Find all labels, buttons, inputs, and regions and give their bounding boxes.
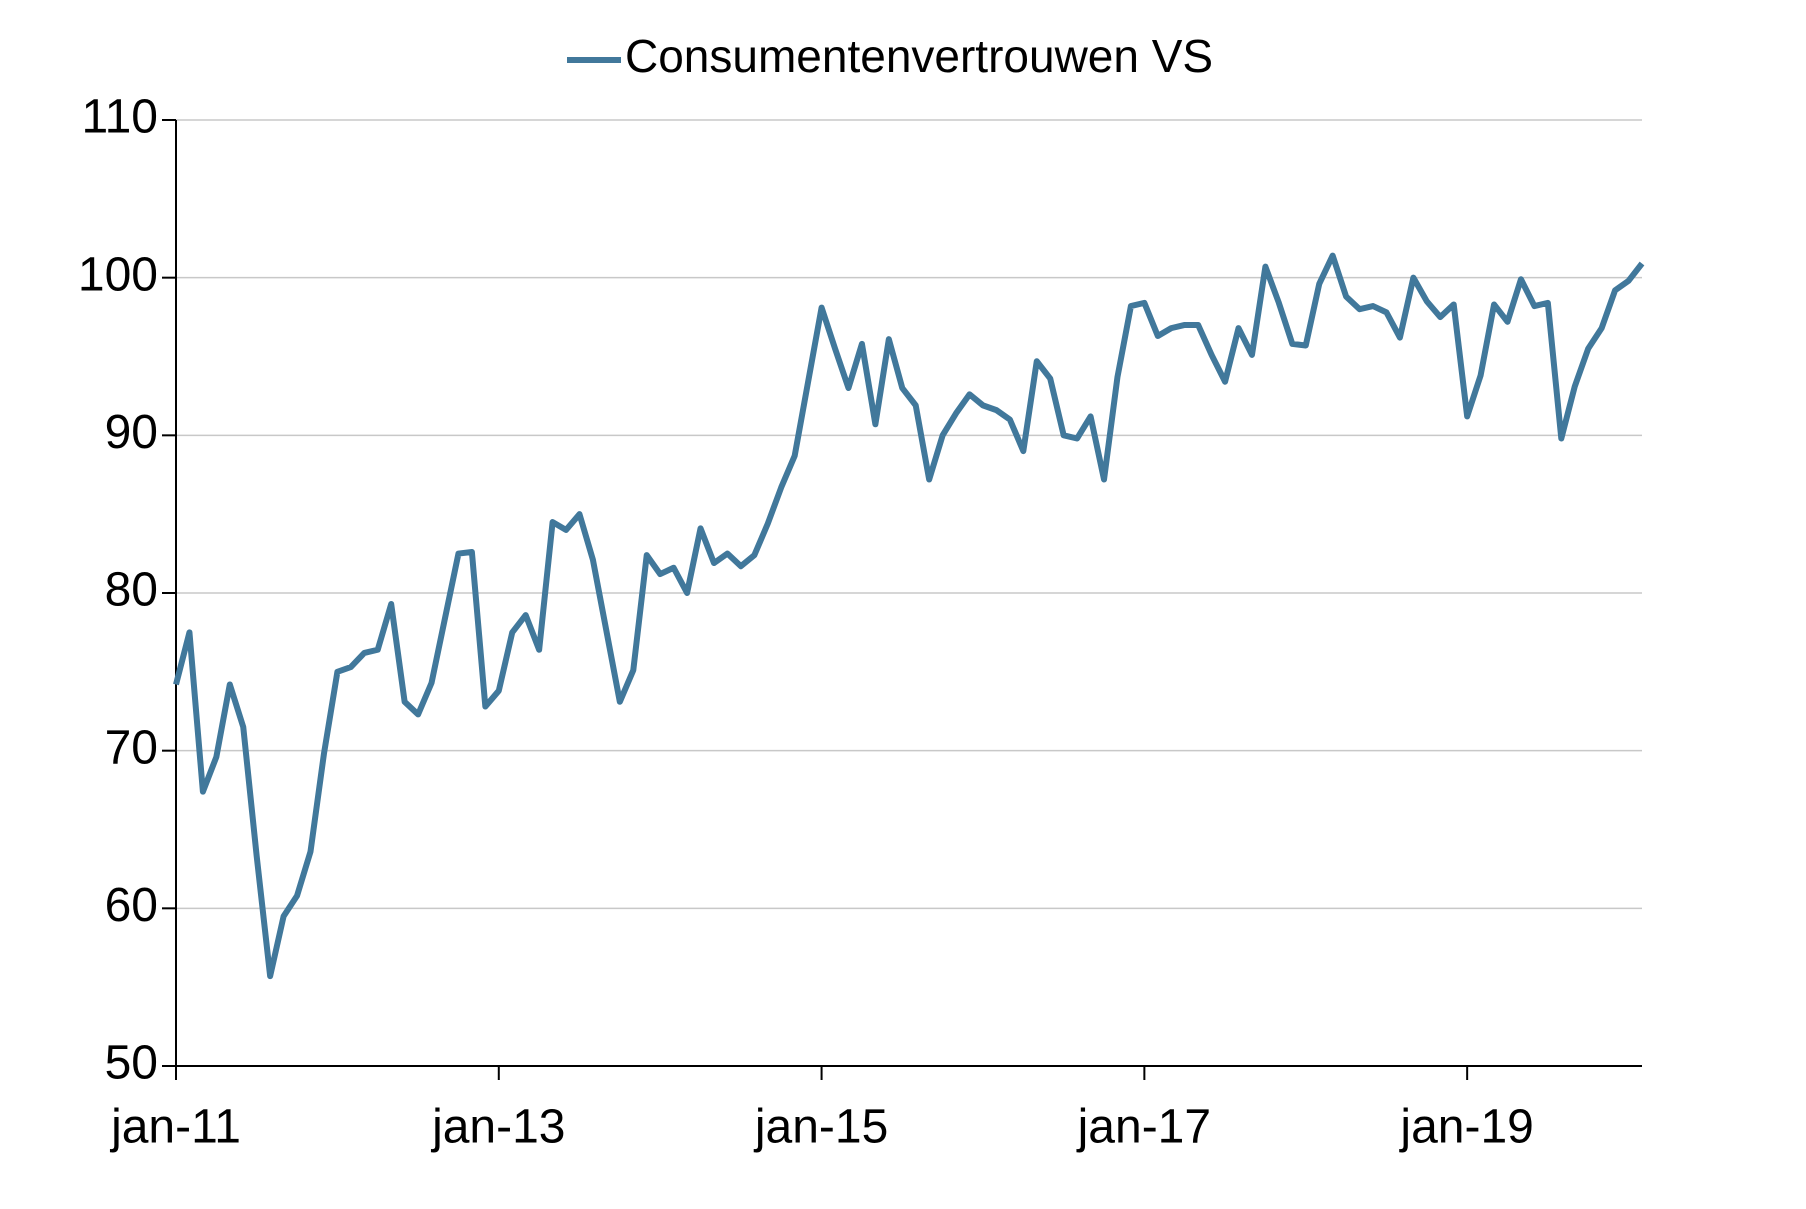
- x-tick-label: jan-13: [430, 1101, 565, 1154]
- data-line: [173, 252, 1645, 980]
- y-tick-label: 90: [105, 406, 158, 459]
- x-tick-label: jan-11: [109, 1101, 241, 1154]
- y-tick-label: 50: [105, 1037, 158, 1090]
- y-tick-label: 70: [105, 721, 158, 774]
- x-tick-label: jan-17: [1076, 1101, 1211, 1154]
- y-tick-label: 60: [105, 879, 158, 932]
- legend-label: Consumentenvertrouwen VS: [625, 30, 1213, 82]
- x-tick-label: jan-15: [753, 1101, 888, 1154]
- y-tick-label: 80: [105, 564, 158, 617]
- y-tick-label: 110: [81, 91, 158, 144]
- x-tick-label: jan-19: [1398, 1101, 1533, 1154]
- y-tick-label: 100: [78, 248, 158, 301]
